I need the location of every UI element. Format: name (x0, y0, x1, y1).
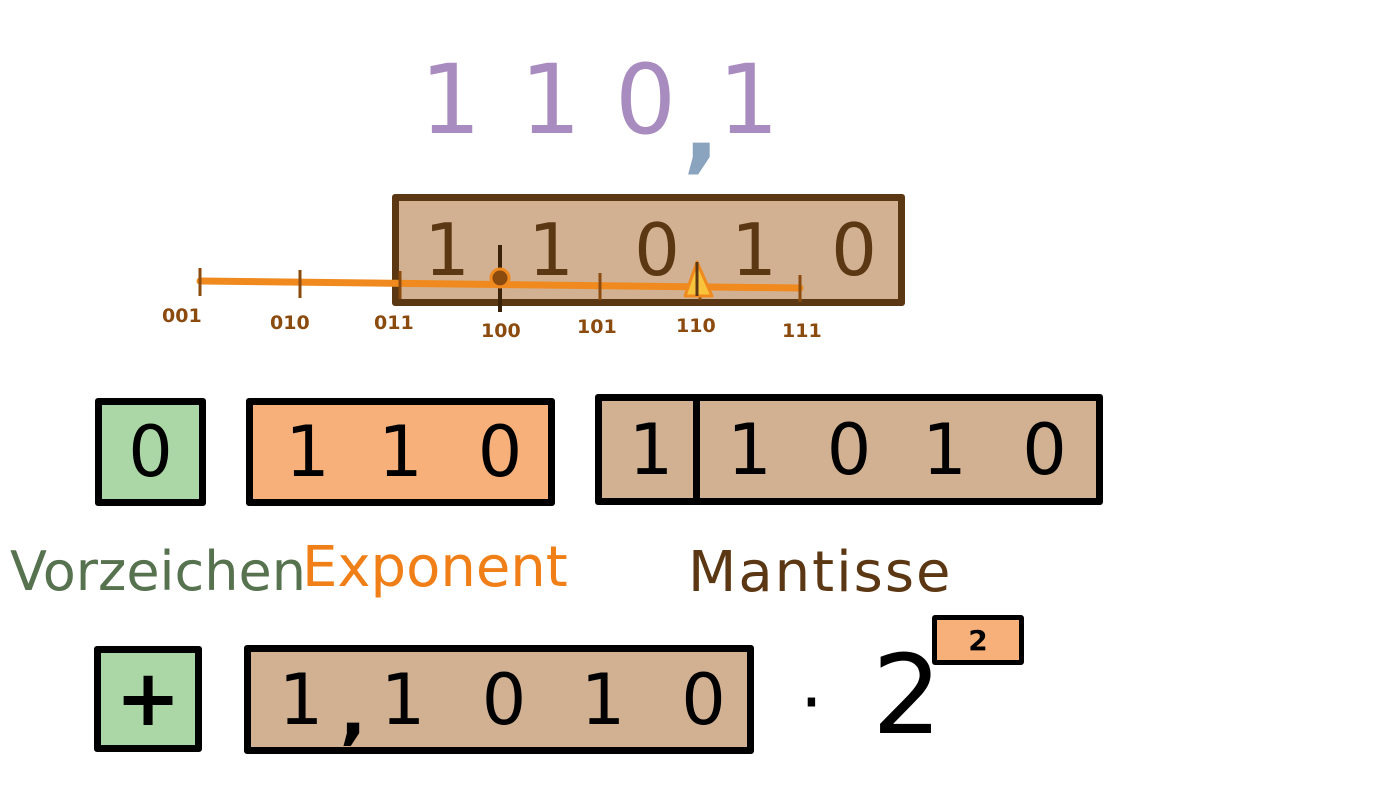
multiply-dot: · (800, 660, 823, 744)
number-line-label: 001 (162, 305, 202, 327)
header-comma: , (683, 72, 720, 184)
mantissa-bit: 1 (727, 408, 772, 491)
sign-label: Vorzeichen (10, 540, 306, 603)
result-mantissa-box: 1 , 1 0 1 0 (244, 645, 754, 754)
preview-digit: 1 (424, 208, 470, 292)
result-mantissa-digit: 0 (481, 658, 527, 741)
number-line-label: 100 (481, 320, 521, 342)
result-mantissa-digit: 1 (278, 658, 324, 741)
exponent-bit: 1 (378, 411, 423, 493)
header-digit: 0 (615, 44, 677, 156)
number-line-label: 110 (676, 315, 716, 337)
preview-digit: 1 (528, 208, 574, 292)
result-mantissa-digit: 1 (580, 658, 626, 741)
mantissa-preview-box: 1 , 1 0 1 0 (392, 194, 905, 306)
header-digit: 1 (420, 44, 482, 156)
mantissa-bits-box: 1 1 0 1 0 (595, 394, 1103, 505)
exponent-bit: 0 (477, 411, 523, 493)
exponent-bit: 1 (285, 411, 330, 493)
mantissa-bit: 0 (1022, 408, 1067, 491)
preview-digit: 0 (831, 208, 877, 292)
result-exponent-box: 2 (932, 615, 1024, 665)
preview-digit: 1 (731, 208, 777, 292)
result-mantissa-digit: 1 (380, 658, 426, 741)
number-line-label: 111 (782, 320, 822, 342)
number-line-label: 011 (374, 312, 414, 334)
header-digit: 1 (718, 44, 780, 156)
sign-bit: 0 (128, 411, 173, 493)
exponent-bits-box: 1 1 0 (246, 398, 555, 506)
preview-digit: 0 (634, 208, 680, 292)
result-sign-box: + (94, 646, 202, 752)
number-line-label: 010 (270, 312, 310, 334)
result-base: 2 (872, 631, 942, 759)
highlighted-point-marker (489, 267, 511, 289)
number-line-label: 101 (577, 316, 617, 338)
result-mantissa-comma: , (339, 670, 367, 753)
exponent-label: Exponent (302, 535, 568, 600)
sign-bit-box: 0 (95, 398, 206, 506)
mantissa-bit: 1 (922, 408, 967, 491)
header-digit: 1 (520, 44, 582, 156)
hidden-bit: 1 (628, 408, 674, 491)
mantissa-bit: 0 (826, 408, 872, 491)
hidden-bit-divider (693, 401, 700, 498)
mantissa-label: Mantisse (688, 540, 953, 605)
header-number: 1 1 0 , 1 (400, 30, 800, 190)
result-sign: + (115, 654, 181, 744)
result-exponent: 2 (968, 623, 988, 657)
result-mantissa-digit: 0 (681, 658, 726, 741)
